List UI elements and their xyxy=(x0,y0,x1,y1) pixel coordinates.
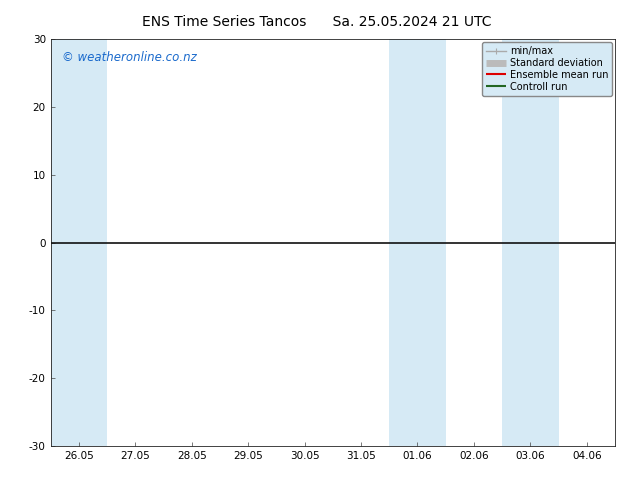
Text: © weatheronline.co.nz: © weatheronline.co.nz xyxy=(62,51,197,64)
Text: ENS Time Series Tancos      Sa. 25.05.2024 21 UTC: ENS Time Series Tancos Sa. 25.05.2024 21… xyxy=(142,15,492,29)
Legend: min/max, Standard deviation, Ensemble mean run, Controll run: min/max, Standard deviation, Ensemble me… xyxy=(482,42,612,96)
Bar xyxy=(51,39,107,446)
Bar xyxy=(389,39,446,446)
Bar xyxy=(502,39,559,446)
